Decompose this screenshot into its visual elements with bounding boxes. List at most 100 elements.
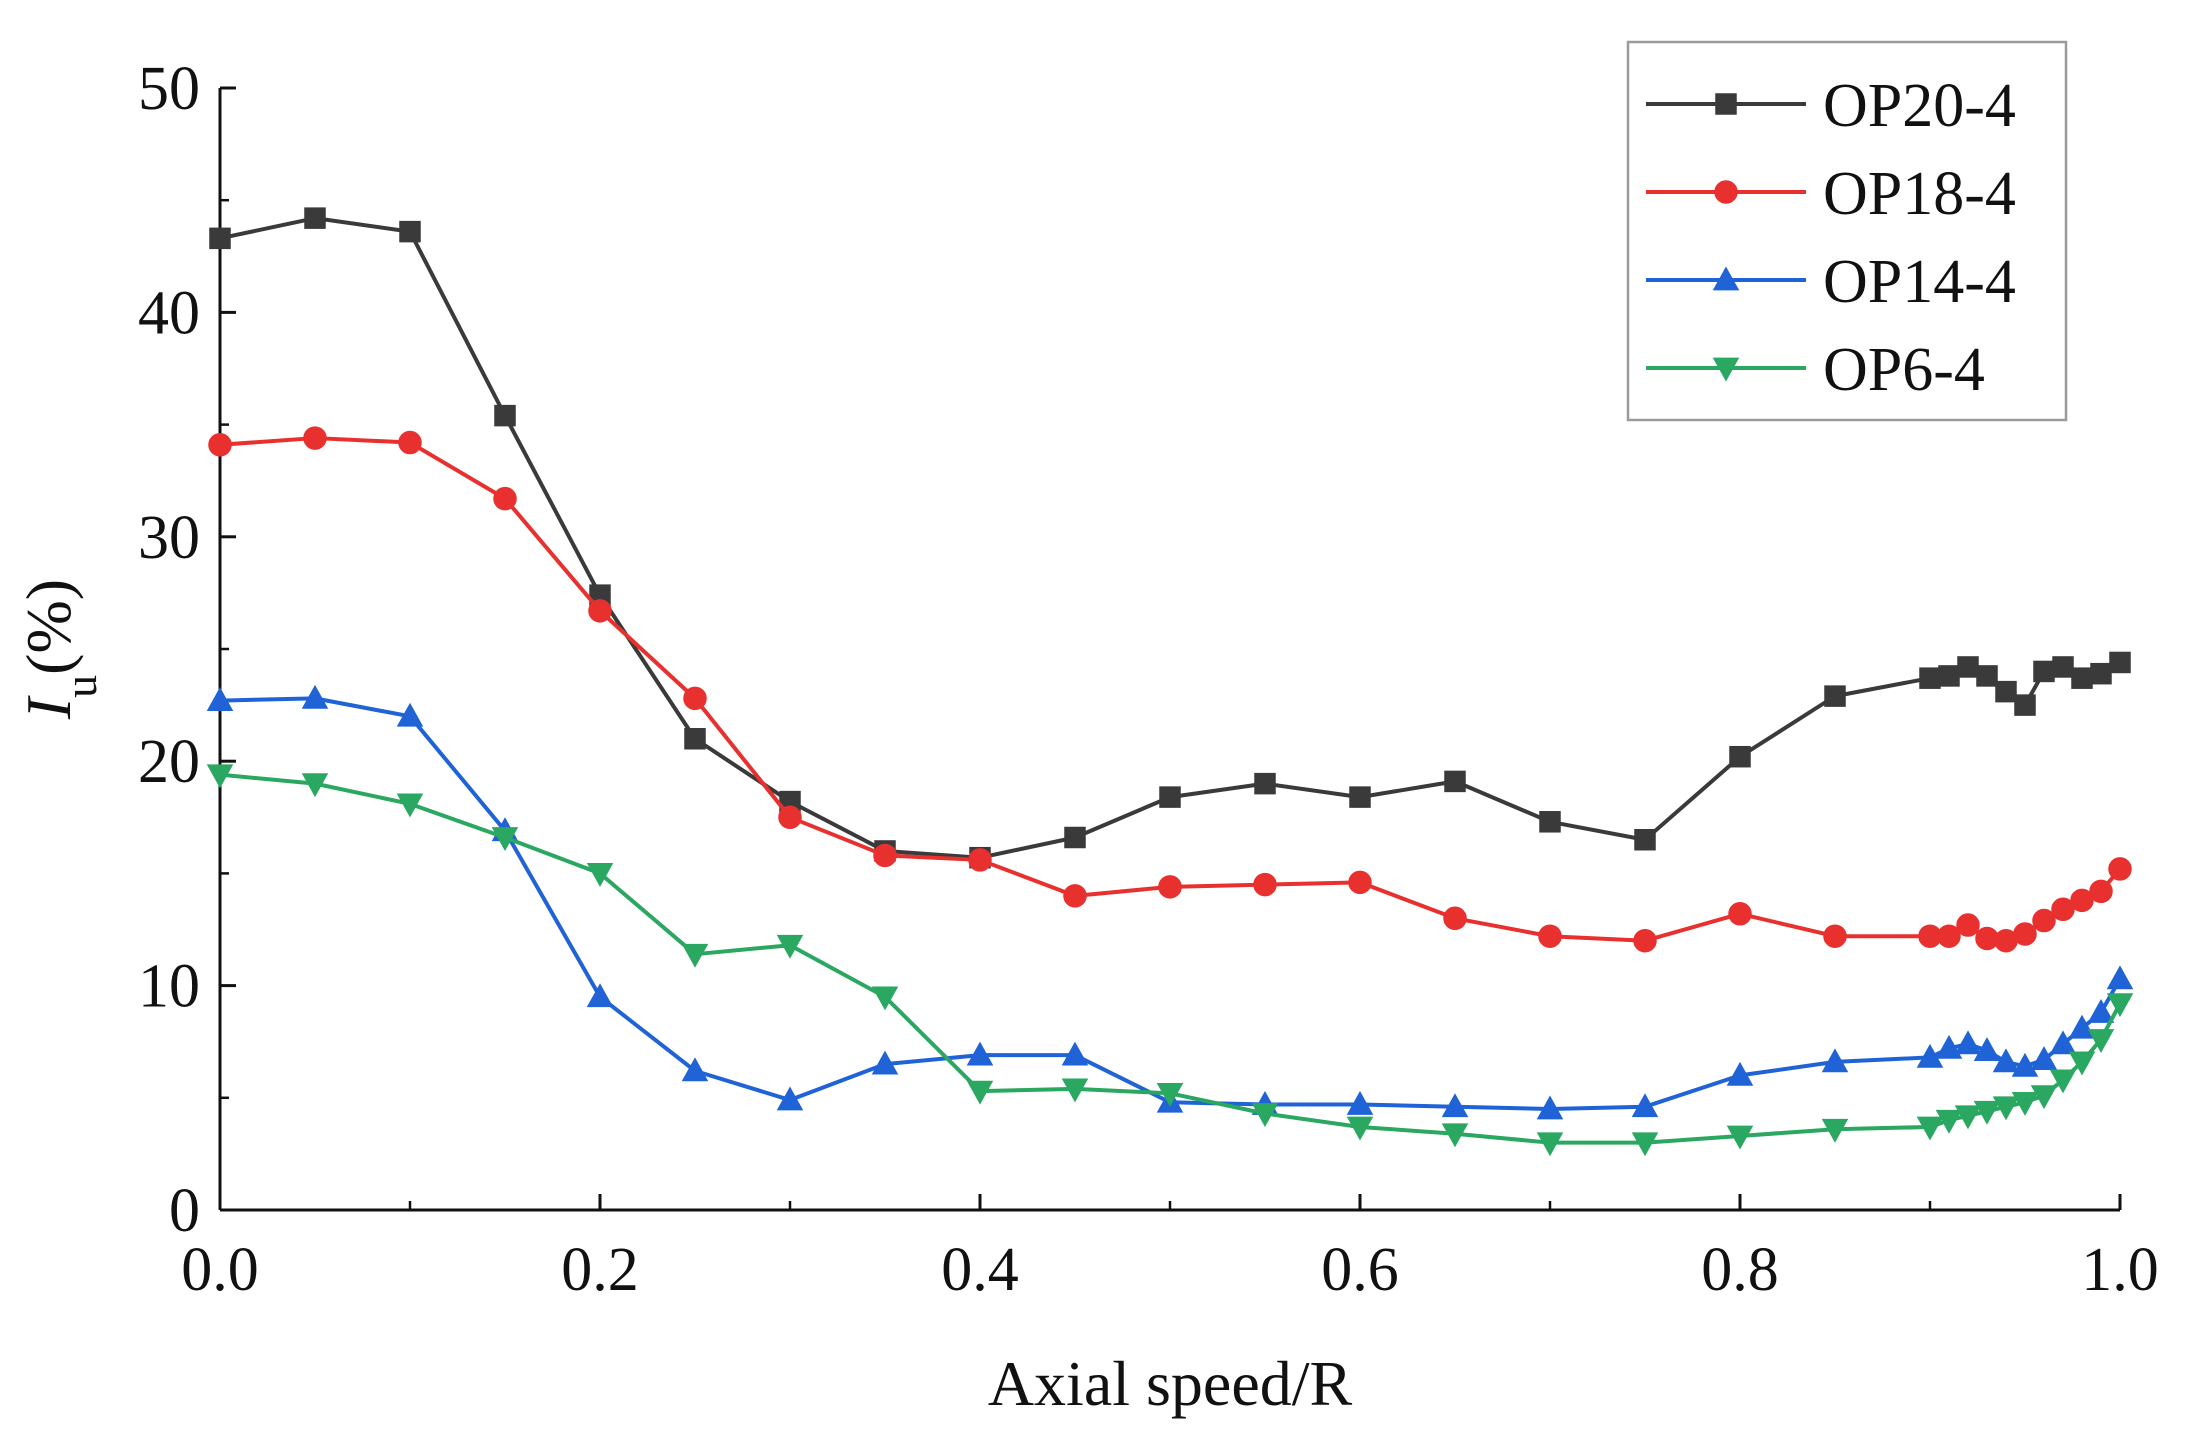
data-point (209, 227, 231, 250)
legend-label: OP20-4 (1823, 72, 2016, 140)
y-axis-title-unit: (%) (13, 579, 84, 675)
data-point (1064, 826, 1086, 849)
data-point (1443, 906, 1467, 931)
data-point (1441, 1123, 1469, 1148)
legend-marker (1712, 357, 1740, 382)
data-point (2049, 1069, 2077, 1094)
legend-item: OP6-4 (1646, 336, 1985, 404)
data-point (1631, 1132, 1659, 1157)
data-point (776, 934, 804, 959)
data-point (1919, 667, 1941, 689)
legend-label: OP6-4 (1823, 336, 1985, 404)
data-point (2068, 1014, 2096, 1039)
data-point (778, 805, 802, 830)
data-point (2052, 656, 2074, 678)
data-point (1916, 1116, 1944, 1141)
y-axis-ticks: 0 10 20 30 40 50 (138, 55, 236, 1245)
data-point (776, 1086, 804, 1111)
data-point (2030, 1046, 2058, 1071)
legend-marker (1714, 180, 1738, 204)
legend-item: OP14-4 (1646, 248, 2016, 316)
data-point (2109, 651, 2131, 674)
data-point (2071, 667, 2093, 689)
data-point (206, 764, 234, 789)
y-axis-title-subscript: u (55, 675, 106, 698)
data-point (2108, 857, 2132, 881)
data-point (871, 1050, 899, 1075)
data-point (873, 843, 897, 868)
legend-label: OP14-4 (1823, 248, 2016, 316)
data-point (1823, 924, 1847, 948)
data-point (1346, 1090, 1374, 1115)
data-point (1726, 1125, 1754, 1150)
data-point (586, 983, 614, 1008)
y-tick-label: 30 (138, 504, 200, 572)
legend: OP20-4 OP18-4 OP14-4 OP6-4 (1626, 40, 2068, 422)
svg-text:Iu(%): Iu(%) (13, 579, 106, 720)
data-point (966, 1041, 994, 1066)
legend-item: OP18-4 (1646, 160, 2016, 228)
y-tick-label: 40 (138, 279, 200, 347)
series-OP18-4 (208, 426, 2132, 953)
data-point (1539, 811, 1561, 833)
data-point (1158, 875, 1182, 899)
data-point (1254, 772, 1276, 795)
data-point (1935, 1109, 1963, 1134)
x-tick-label: 0.8 (1701, 1236, 1779, 1304)
x-tick-label: 1.0 (2081, 1236, 2159, 1304)
data-point (871, 986, 899, 1011)
data-point (396, 793, 424, 818)
x-tick-label: 0.2 (561, 1236, 639, 1304)
data-point (491, 827, 519, 852)
data-point (1938, 665, 1960, 687)
data-point (1992, 1096, 2020, 1121)
x-tick-label: 0.4 (941, 1236, 1019, 1304)
data-point (1821, 1118, 1849, 1143)
data-point (1346, 1116, 1374, 1141)
y-axis-title: Iu(%) (13, 579, 106, 720)
data-point (2106, 965, 2134, 990)
data-point (966, 1080, 994, 1105)
series-layer (206, 207, 2134, 1157)
data-point (1631, 1093, 1659, 1118)
data-point (1973, 1037, 2001, 1062)
data-point (1348, 870, 1372, 895)
data-point (1634, 828, 1656, 851)
data-point (1916, 1043, 1944, 1068)
data-point (2014, 694, 2036, 716)
data-point (494, 404, 516, 427)
data-point (1728, 902, 1752, 926)
data-point (493, 486, 517, 511)
data-point (1061, 1078, 1089, 1103)
y-tick-label: 20 (138, 728, 200, 796)
data-point (399, 220, 421, 243)
data-point (684, 728, 706, 750)
legend-item: OP20-4 (1646, 72, 2016, 140)
data-point (2051, 897, 2075, 922)
data-point (588, 599, 612, 623)
data-point (398, 430, 422, 455)
data-point (2030, 1085, 2058, 1110)
data-point (396, 702, 424, 727)
series-line (219, 696, 2122, 1112)
data-point (1536, 1095, 1564, 1120)
data-point (1726, 1061, 1754, 1086)
series-OP14-4 (206, 684, 2134, 1120)
data-point (2070, 888, 2094, 913)
data-point (303, 426, 327, 450)
data-point (1954, 1030, 1982, 1055)
data-point (1349, 786, 1371, 808)
data-point (2089, 879, 2113, 904)
data-point (2011, 1091, 2039, 1116)
data-point (1935, 1034, 1963, 1059)
data-point (1973, 1100, 2001, 1125)
data-point (1824, 685, 1846, 707)
data-point (968, 848, 992, 872)
data-point (1441, 1093, 1469, 1118)
y-tick-label: 0 (169, 1177, 200, 1245)
data-point (1444, 770, 1466, 793)
x-axis-ticks: 0.0 0.2 0.4 0.6 0.8 1.0 (181, 1194, 2159, 1304)
data-point (1251, 1103, 1279, 1128)
data-point (2106, 993, 2134, 1018)
